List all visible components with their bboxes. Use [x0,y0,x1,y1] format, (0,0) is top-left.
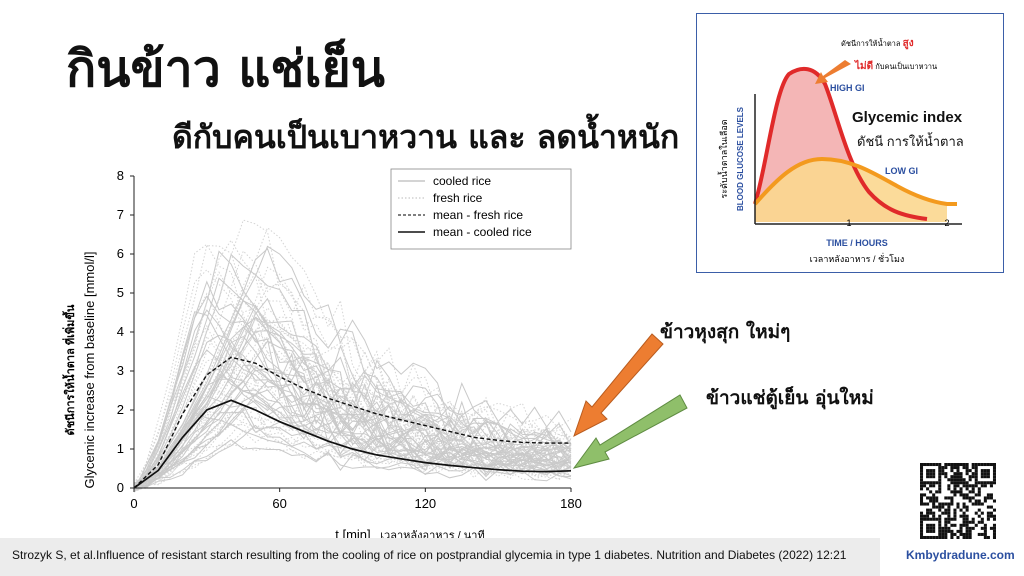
individual-curve [133,271,572,484]
individual-curve [133,366,572,487]
high-gi-curve [753,66,928,221]
individual-curve [133,280,572,492]
x-tick-label: 60 [272,496,286,511]
gi-x-tick: 1 [846,218,851,228]
individual-curve [133,411,572,491]
arrow-fresh-rice [573,333,664,438]
individual-curve [133,422,572,493]
gi-series-label: HIGH GI [830,83,865,93]
individual-curve [133,324,572,484]
mean-curves [133,356,572,489]
low-gi-curve [753,156,957,206]
gi-title-thai: ดัชนี การให้น้ำตาล [857,132,964,149]
x-tick-label: 180 [560,496,582,511]
gi-y-axis-title: BLOOD GLUCOSE LEVELS [736,106,745,211]
gi-x-axis-title-thai: เวลาหลังอาหาร / ชั่วโมง [810,252,905,264]
individual-curve [133,340,572,487]
chart-legend: cooled rice fresh rice mean - fresh rice… [390,168,572,250]
y-tick-label: 8 [117,168,124,183]
individual-curve [133,226,572,488]
y-axis-title-thai: ดัชนีการให้น้ำตาล ที่เพิ่มขึ้น [62,304,77,435]
qr-code [920,463,996,539]
website-link[interactable]: Kmbydradune.com [906,548,1015,562]
individual-curve [133,406,572,492]
legend-item: cooled rice [433,174,491,188]
gi-series-label: LOW GI [885,166,918,176]
y-tick-label: 3 [117,363,124,378]
citation-bar [0,538,880,576]
y-tick-label: 4 [117,324,124,339]
individual-curve [133,411,572,492]
gi-inset-chart: 1 2 TIME / HOURS เวลาหลังอาหาร / ชั่วโมง… [717,38,964,264]
individual-curve [133,283,572,486]
individual-curve [133,266,572,487]
individual-curve [133,374,572,488]
legend-item: mean - cooled rice [433,225,532,239]
legend-item: fresh rice [433,191,483,205]
gi-x-tick: 2 [944,218,949,228]
cooled-rice-label: ข้าวแช่ตู้เย็น อุ่นใหม่ [706,387,874,409]
glycemic-index-inset: 1 2 TIME / HOURS เวลาหลังอาหาร / ชั่วโมง… [696,13,1004,273]
individual-curve [133,247,572,490]
individual-curve [133,326,572,493]
citation-text: Strozyk S, et al.Influence of resistant … [12,548,847,562]
x-tick-label: 120 [414,496,436,511]
arrow-cooled-rice [572,394,688,469]
individual-curve [133,369,572,487]
gi-high-annotation: ดัชนีการให้น้ำตาล สูง [841,38,914,50]
gi-title: Glycemic index [852,109,963,126]
individual-curve [133,297,572,487]
individual-curve [133,387,572,491]
legend-item: mean - fresh rice [433,208,523,222]
individual-curve [133,328,572,487]
y-tick-label: 7 [117,207,124,222]
low-gi-area [755,159,947,222]
slide-subtitle: ดีกับคนเป็นเบาหวาน และ ลดน้ำหนัก [172,118,680,156]
gi-x-axis-title: TIME / HOURS [826,238,888,248]
individual-curve [133,319,572,493]
slide-title: กินข้าว แช่เย็น [66,40,385,98]
y-tick-label: 6 [117,246,124,261]
individual-curve [133,439,572,489]
individual-curve [133,239,572,484]
fresh-rice-label: ข้าวหุงสุก ใหม่ๆ [660,321,791,343]
y-axis-title: Glycemic increase from baseline [mmol/l] [82,252,97,489]
individual-curves [133,219,572,493]
gi-y-axis-title-thai: ระดับน้ำตาลในเลือด [717,119,729,198]
individual-curve [133,335,572,489]
individual-curve [133,317,572,487]
gi-high-annotation-2: ไม่ดี กับคนเป็นเบาหวาน [854,59,937,72]
y-tick-label: 1 [117,441,124,456]
individual-curve [133,318,572,487]
chart-axes: 0 1 2 3 4 5 6 7 8 0 60 120 180 [117,168,582,511]
gi-annotation-arrow [815,60,851,84]
individual-curve [133,277,572,485]
individual-curve [133,330,572,487]
y-tick-label: 0 [117,480,124,495]
individual-curve [133,369,572,490]
y-tick-label: 5 [117,285,124,300]
annotation-arrows [572,333,688,469]
mean-cooled-rice-line [133,399,572,489]
y-tick-label: 2 [117,402,124,417]
x-tick-label: 0 [130,496,137,511]
individual-curve [133,269,572,493]
individual-curve [133,399,572,489]
